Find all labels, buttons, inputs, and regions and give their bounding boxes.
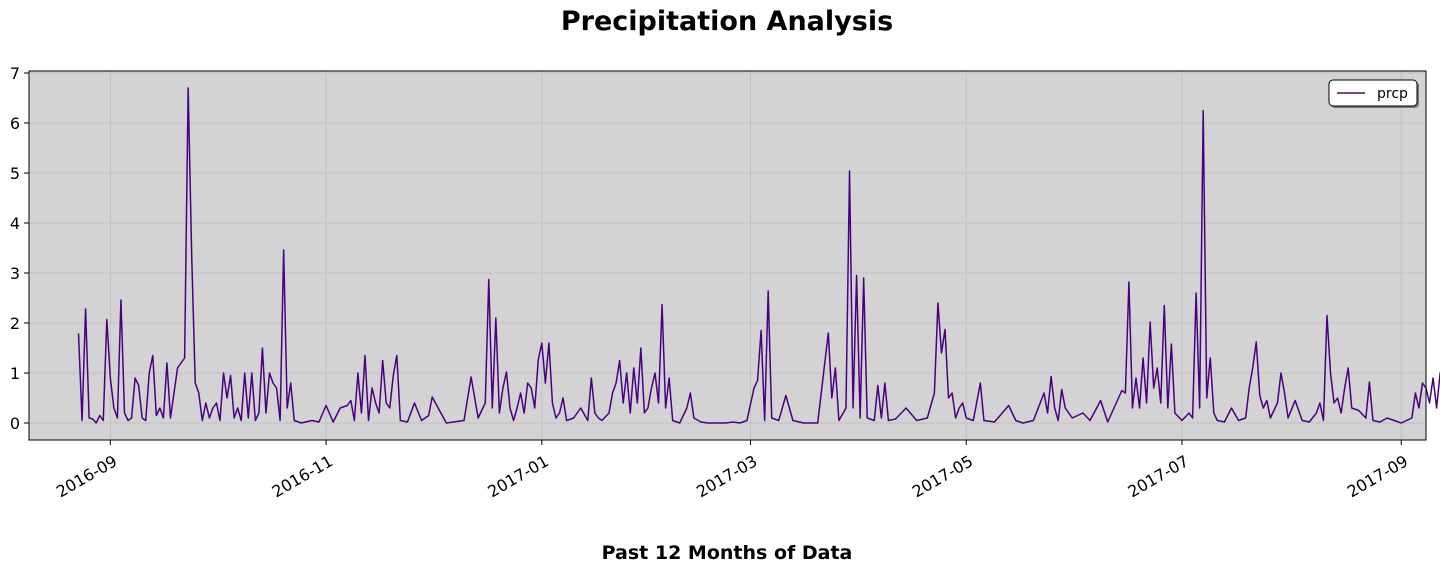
x-tick-label: 2017-07 xyxy=(1125,451,1192,501)
x-tick-label: 2017-09 xyxy=(1344,451,1411,501)
y-tick-label: 4 xyxy=(10,214,20,233)
plot-frame xyxy=(28,70,1427,441)
y-tick-label: 2 xyxy=(10,314,20,333)
legend-label: prcp xyxy=(1377,86,1408,102)
x-tick-label: 2016-11 xyxy=(269,451,336,501)
x-tick-label: 2017-01 xyxy=(484,451,551,501)
x-axis-label: Past 12 Months of Data xyxy=(601,542,853,564)
y-tick-label: 7 xyxy=(10,64,20,83)
legend-box xyxy=(1328,79,1418,107)
y-tick-label: 0 xyxy=(10,414,20,433)
y-tick-label: 6 xyxy=(10,114,20,133)
y-tick-label: 1 xyxy=(10,364,20,383)
y-tick-label: 3 xyxy=(10,264,20,283)
series-line-prcp xyxy=(77,87,1440,424)
x-tick-label: 2017-03 xyxy=(693,451,760,501)
plot-area xyxy=(29,71,1426,440)
x-tick-label: 2017-05 xyxy=(909,451,976,501)
y-tick-label: 5 xyxy=(10,164,20,183)
x-tick-label: 2016-09 xyxy=(53,451,120,501)
chart-title: Precipitation Analysis xyxy=(560,6,894,37)
